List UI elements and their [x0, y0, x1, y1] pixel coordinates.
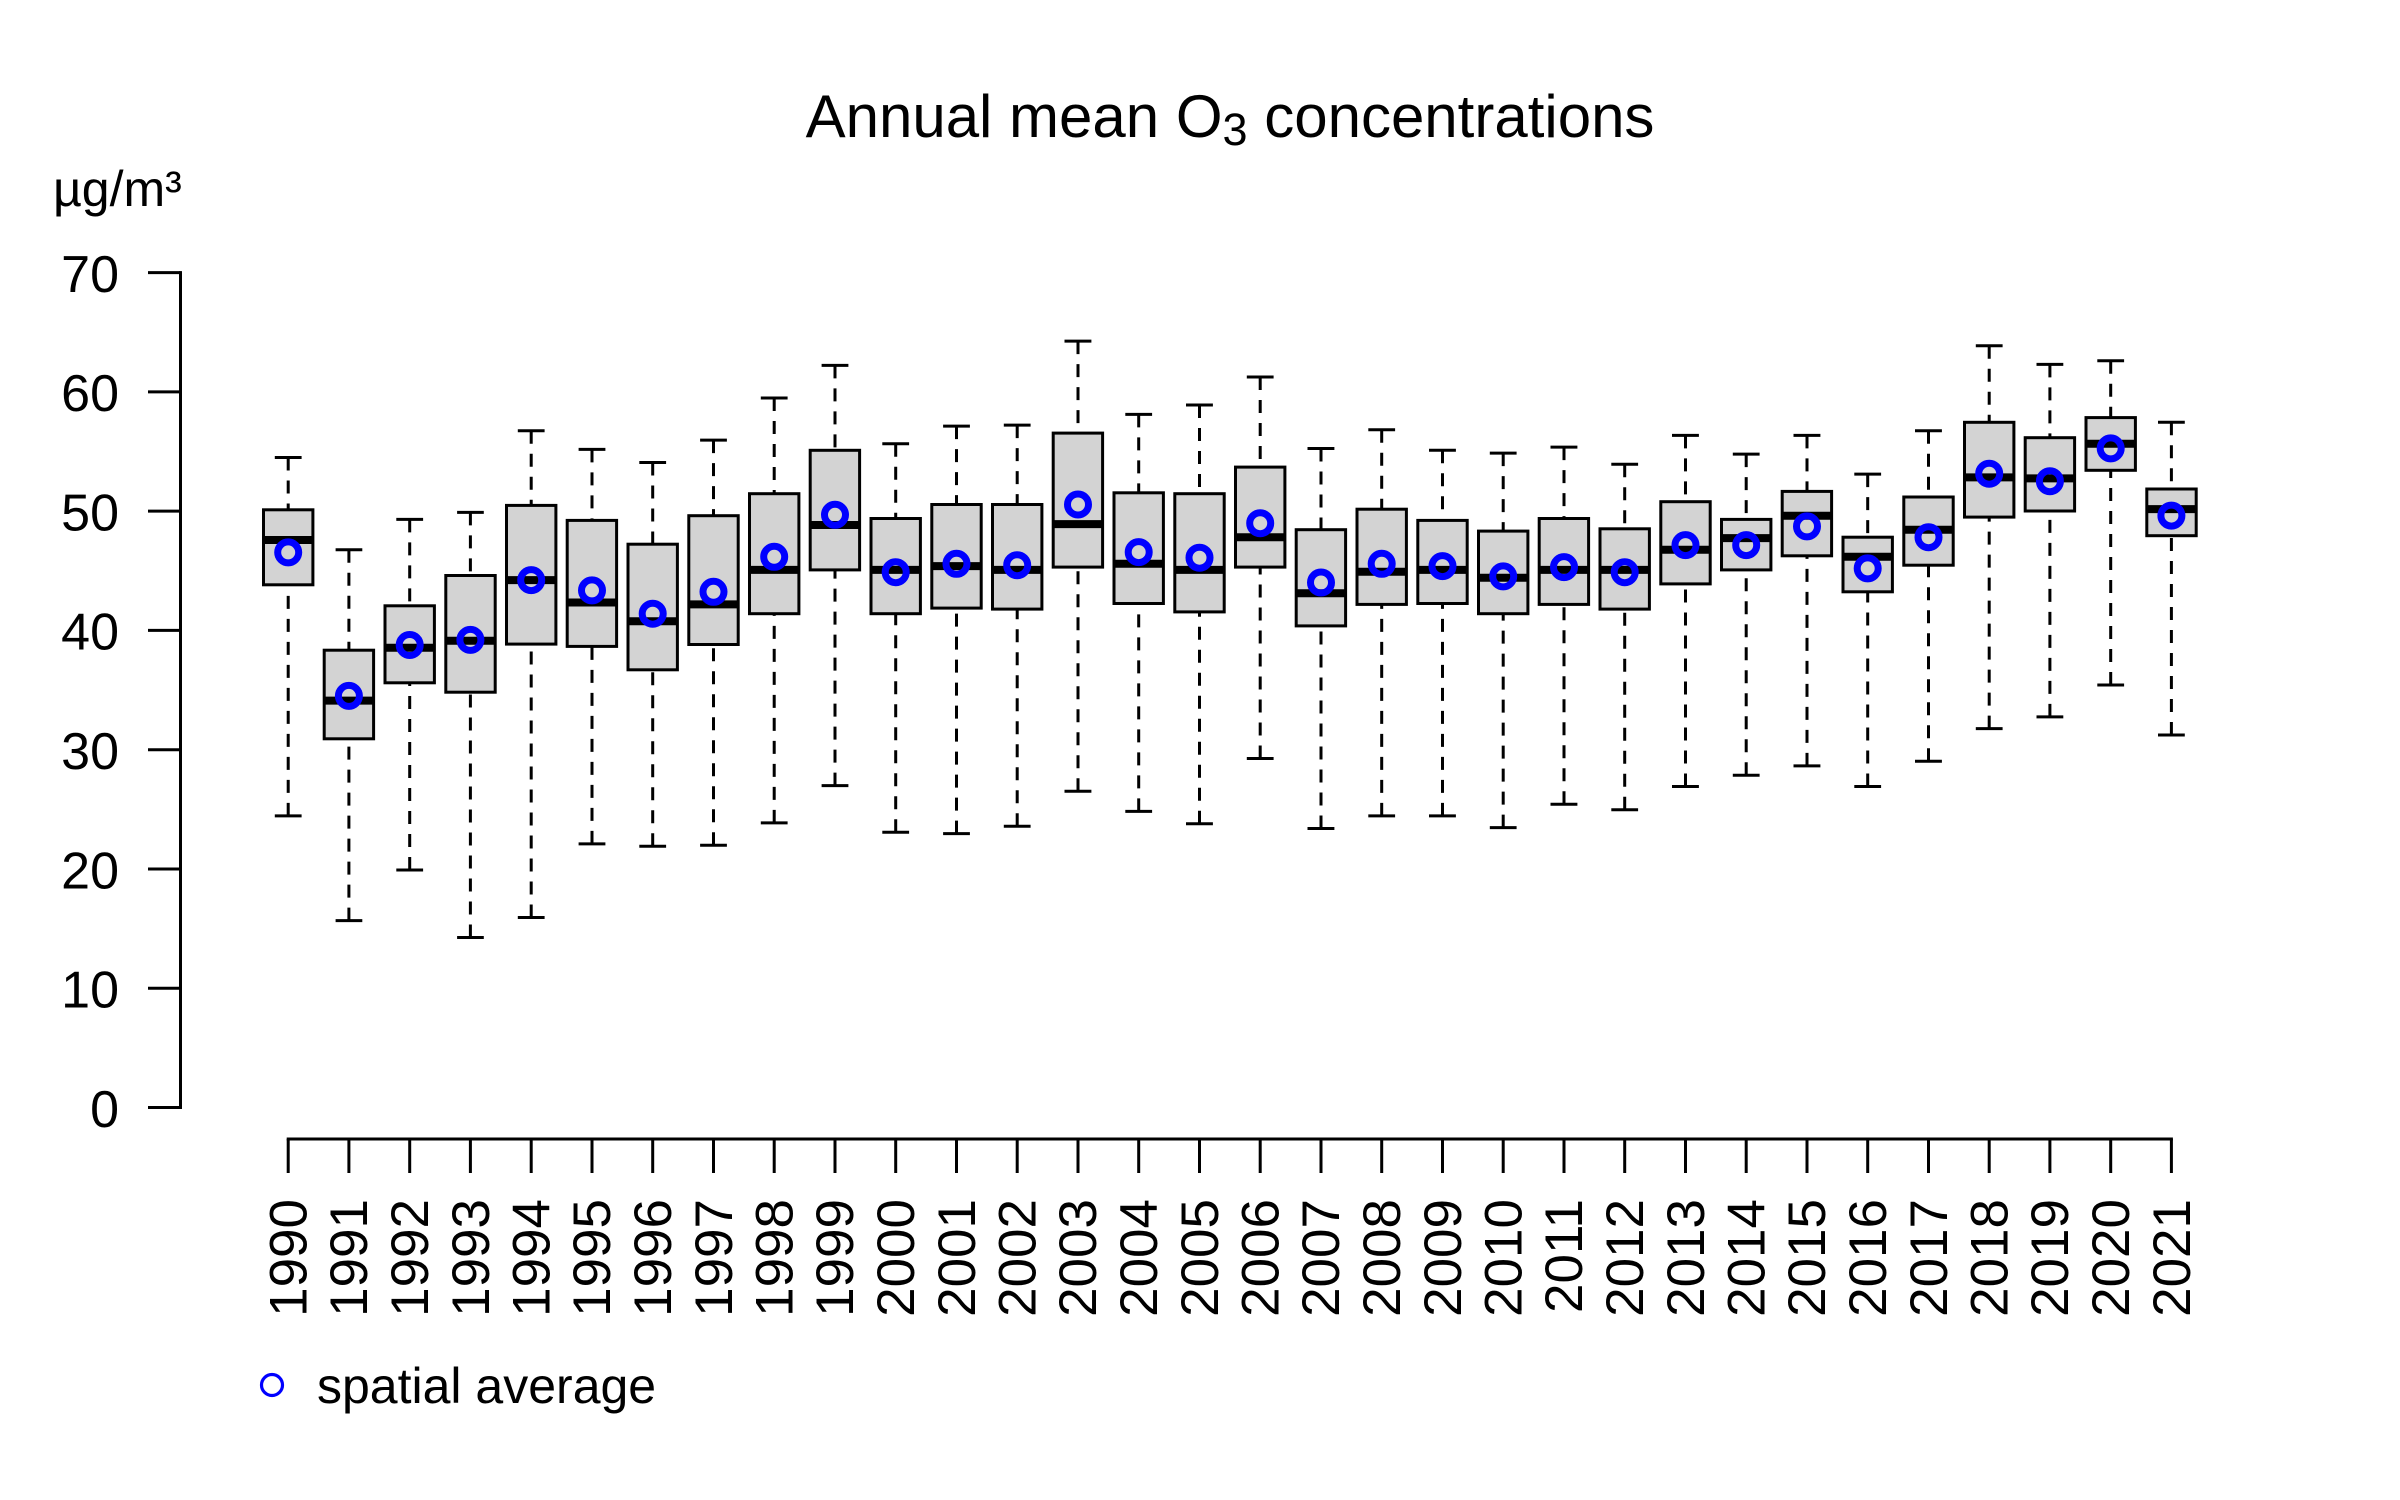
svg-text:2015: 2015	[1778, 1199, 1837, 1317]
svg-text:50: 50	[61, 484, 119, 542]
svg-text:2010: 2010	[1475, 1199, 1534, 1317]
svg-text:1997: 1997	[685, 1199, 744, 1317]
svg-text:2020: 2020	[2082, 1199, 2141, 1317]
svg-text:20: 20	[61, 842, 119, 900]
svg-text:1994: 1994	[503, 1199, 562, 1317]
svg-text:µg/m³: µg/m³	[53, 161, 182, 217]
svg-text:0: 0	[90, 1081, 119, 1139]
svg-text:1991: 1991	[320, 1199, 379, 1317]
svg-text:2017: 2017	[1900, 1199, 1959, 1317]
svg-text:2014: 2014	[1718, 1199, 1777, 1317]
svg-text:1993: 1993	[442, 1199, 501, 1317]
svg-text:10: 10	[61, 962, 119, 1020]
svg-text:2007: 2007	[1292, 1199, 1351, 1317]
svg-text:2009: 2009	[1414, 1199, 1473, 1317]
svg-text:2013: 2013	[1657, 1199, 1716, 1317]
svg-text:70: 70	[61, 246, 119, 304]
svg-text:40: 40	[61, 604, 119, 662]
svg-text:1992: 1992	[381, 1199, 440, 1317]
svg-text:1995: 1995	[563, 1199, 622, 1317]
svg-text:2001: 2001	[928, 1199, 987, 1317]
svg-text:30: 30	[61, 723, 119, 781]
svg-text:60: 60	[61, 365, 119, 423]
svg-text:2006: 2006	[1232, 1199, 1291, 1317]
svg-text:1998: 1998	[746, 1199, 805, 1317]
svg-text:2019: 2019	[2021, 1199, 2080, 1317]
svg-text:2003: 2003	[1049, 1199, 1108, 1317]
svg-text:1999: 1999	[806, 1199, 865, 1317]
svg-text:2005: 2005	[1171, 1199, 1230, 1317]
svg-text:2000: 2000	[867, 1199, 926, 1317]
svg-text:2004: 2004	[1110, 1199, 1169, 1317]
svg-text:1990: 1990	[260, 1199, 319, 1317]
svg-text:2011: 2011	[1535, 1199, 1594, 1313]
svg-text:2008: 2008	[1353, 1199, 1412, 1317]
svg-text:2012: 2012	[1596, 1199, 1655, 1317]
svg-text:2018: 2018	[1961, 1199, 2020, 1317]
svg-text:1996: 1996	[624, 1199, 683, 1317]
svg-text:2021: 2021	[2143, 1199, 2202, 1317]
svg-text:spatial average: spatial average	[317, 1358, 656, 1414]
svg-text:2002: 2002	[989, 1199, 1048, 1317]
svg-text:2016: 2016	[1839, 1199, 1898, 1317]
